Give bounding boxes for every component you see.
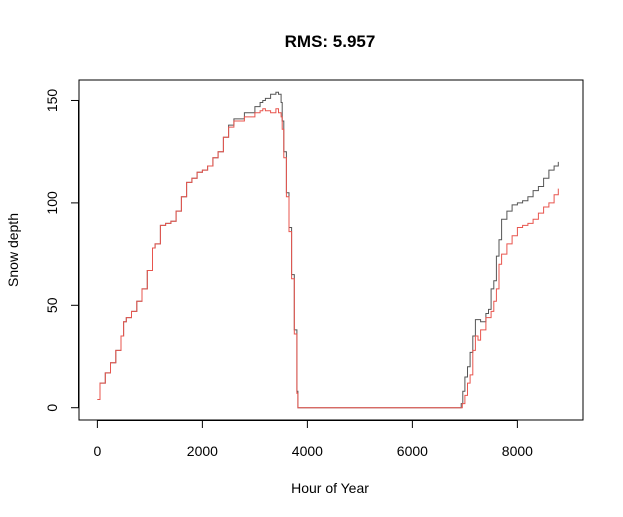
y-tick-label: 50 (44, 297, 60, 313)
y-tick-label: 0 (44, 404, 60, 412)
x-tick-label: 2000 (187, 443, 218, 459)
x-axis-label: Hour of Year (291, 480, 369, 496)
x-tick-label: 0 (93, 443, 101, 459)
x-tick-label: 8000 (502, 443, 533, 459)
series-layer (97, 91, 559, 409)
x-tick-label: 4000 (292, 443, 323, 459)
x-axis: 0 2000 4000 6000 8000 (93, 420, 533, 459)
y-tick-label: 100 (44, 191, 60, 215)
y-tick-label: 150 (44, 89, 60, 113)
y-axis-label: Snow depth (5, 213, 21, 287)
y-axis: 0 50 100 150 (44, 89, 79, 412)
series-line-modeled (97, 108, 559, 409)
chart-title: RMS: 5.957 (285, 32, 376, 51)
x-tick-label: 6000 (397, 443, 428, 459)
series-line-observed (97, 91, 559, 409)
